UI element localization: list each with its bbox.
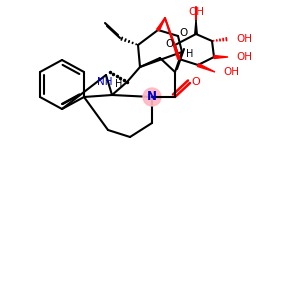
Text: N: N [147, 91, 157, 103]
Text: H: H [115, 79, 123, 89]
Text: O: O [179, 28, 187, 38]
Polygon shape [214, 56, 228, 58]
Polygon shape [165, 18, 180, 59]
Polygon shape [157, 18, 165, 31]
Text: OH: OH [188, 7, 204, 17]
Text: OH: OH [236, 34, 252, 44]
Text: H: H [186, 49, 194, 59]
Text: O: O [192, 77, 200, 87]
Circle shape [143, 88, 161, 106]
Text: O: O [165, 39, 173, 49]
Text: NH: NH [97, 77, 113, 87]
Text: OH: OH [236, 52, 252, 62]
Polygon shape [197, 64, 215, 72]
Polygon shape [195, 20, 197, 34]
Text: OH: OH [223, 67, 239, 77]
